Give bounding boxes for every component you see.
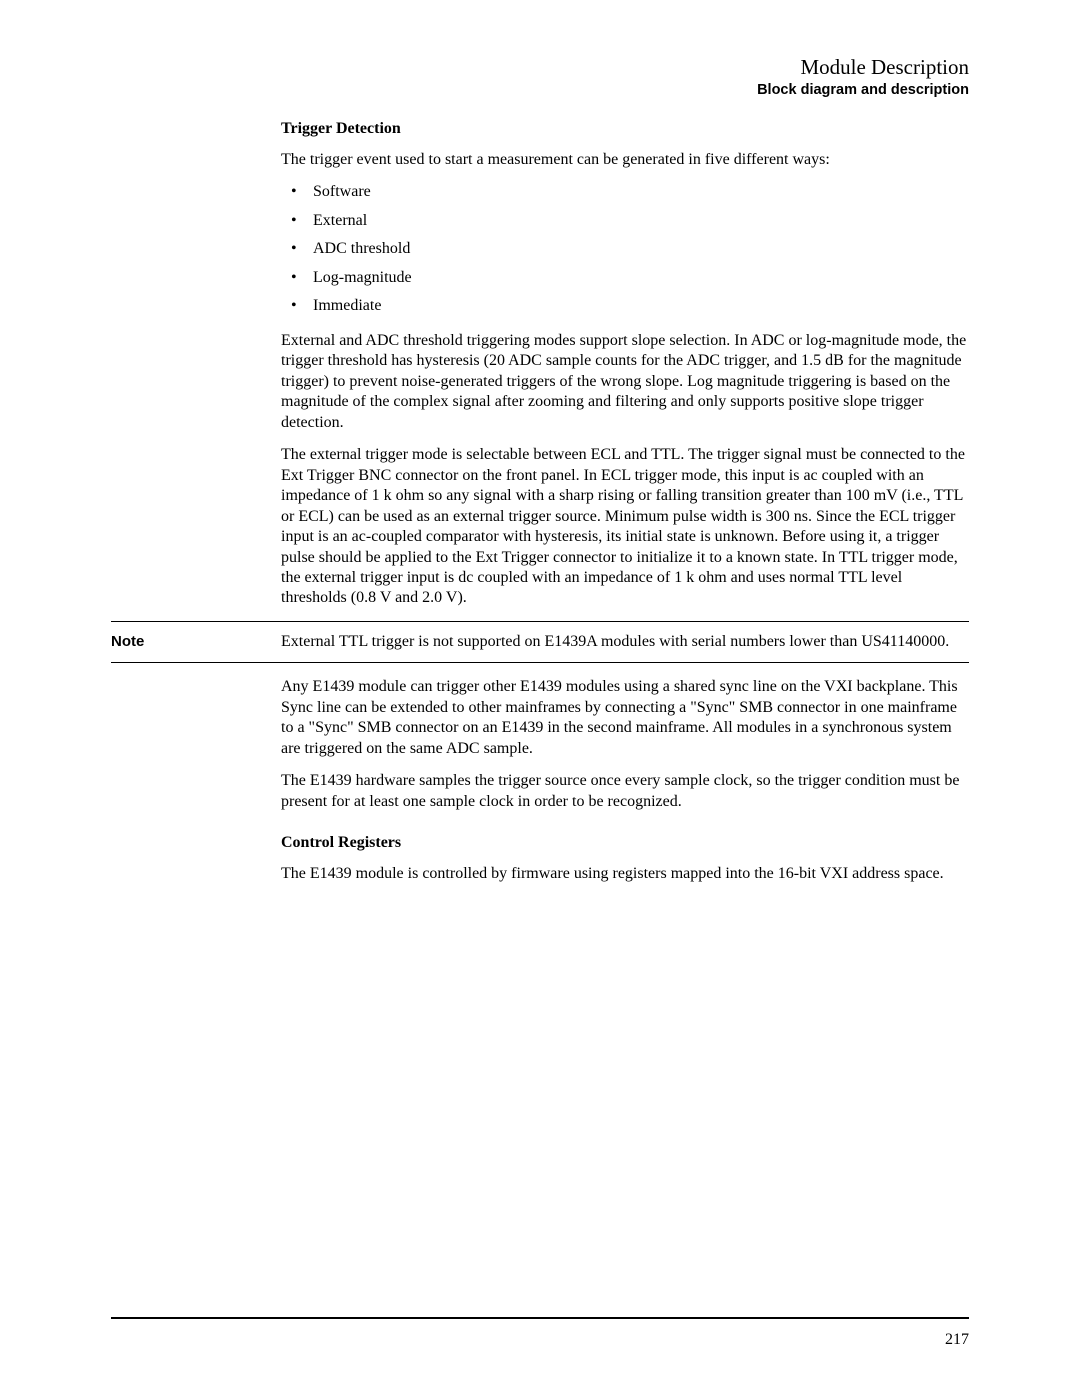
footer-rule — [111, 1317, 969, 1319]
note-block: Note External TTL trigger is not support… — [111, 621, 969, 663]
list-item: Software — [281, 182, 969, 202]
list-item: Immediate — [281, 296, 969, 316]
list-item: ADC threshold — [281, 239, 969, 259]
control-para-1: The E1439 module is controlled by firmwa… — [281, 864, 969, 884]
after-note-para-1: Any E1439 module can trigger other E1439… — [281, 677, 969, 759]
trigger-para-2: The external trigger mode is selectable … — [281, 445, 969, 609]
trigger-para-1: External and ADC threshold triggering mo… — [281, 331, 969, 433]
header-subtitle: Block diagram and description — [111, 82, 969, 98]
list-item: Log-magnitude — [281, 268, 969, 288]
note-text: External TTL trigger is not supported on… — [281, 632, 949, 652]
content-column-after-note: Any E1439 module can trigger other E1439… — [281, 677, 969, 884]
trigger-intro: The trigger event used to start a measur… — [281, 150, 969, 170]
after-note-para-2: The E1439 hardware samples the trigger s… — [281, 771, 969, 812]
trigger-bullet-list: Software External ADC threshold Log-magn… — [281, 182, 969, 316]
page: Module Description Block diagram and des… — [0, 0, 1080, 1397]
note-label: Note — [111, 632, 281, 652]
header-title: Module Description — [111, 55, 969, 80]
content-column: Trigger Detection The trigger event used… — [281, 120, 969, 609]
list-item: External — [281, 211, 969, 231]
page-header: Module Description Block diagram and des… — [111, 55, 969, 98]
trigger-heading: Trigger Detection — [281, 120, 969, 138]
control-heading: Control Registers — [281, 834, 969, 852]
page-number: 217 — [945, 1331, 969, 1349]
